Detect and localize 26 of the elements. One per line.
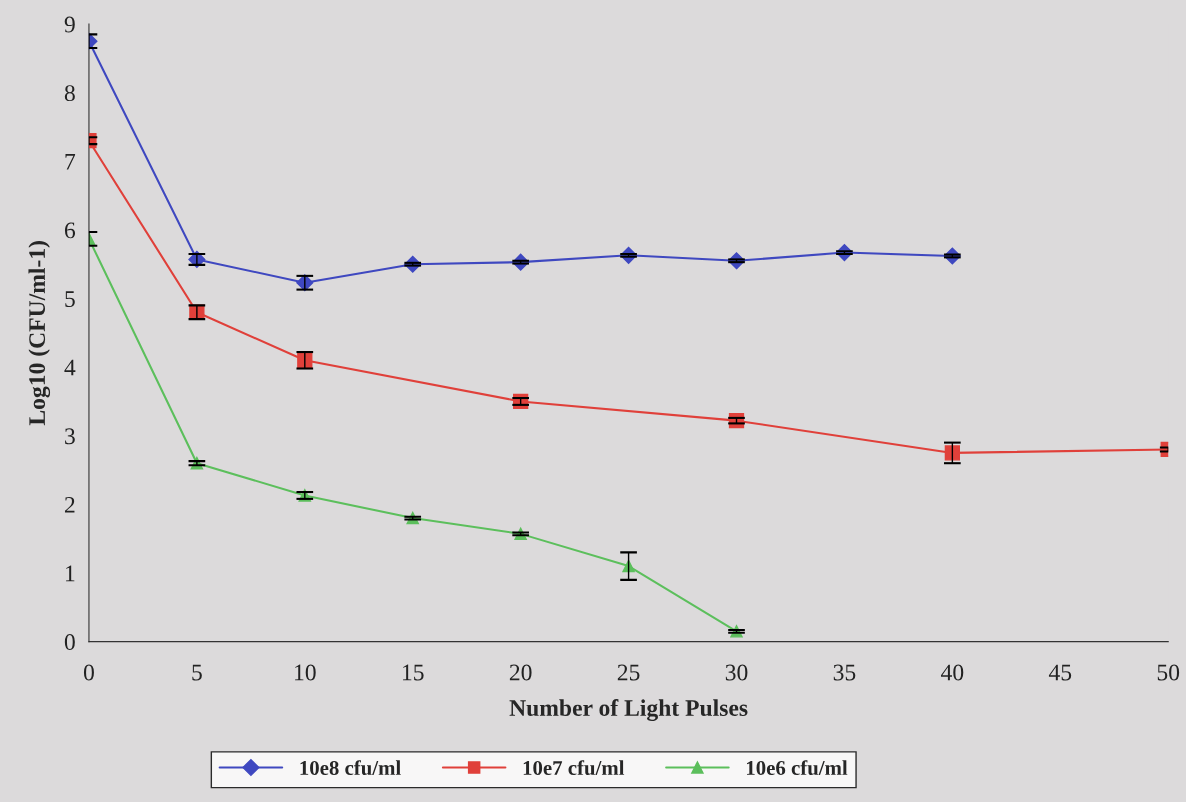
y-tick-label: 1: [66, 565, 75, 582]
x-tick-label: 35: [833, 664, 856, 681]
x-tick-label: 50: [1157, 664, 1180, 681]
x-tick-label: 20: [509, 664, 532, 681]
y-tick-label: 0: [64, 634, 75, 651]
legend-label: 10e7 cfu/ml: [523, 760, 625, 776]
x-tick-label: 25: [617, 664, 640, 681]
legend-label: 10e6 cfu/ml: [746, 760, 848, 776]
x-axis-title: Number of Light Pulses: [509, 699, 748, 721]
y-axis-title: Log10 (CFU/ml-1): [28, 241, 51, 426]
x-tick-label: 0: [83, 664, 94, 681]
y-tick-label: 2: [64, 496, 75, 513]
x-tick-label: 45: [1048, 664, 1072, 681]
y-tick-label: 5: [65, 291, 75, 307]
x-tick-label: 5: [192, 664, 202, 681]
y-tick-label: 7: [65, 154, 76, 170]
y-tick-label: 4: [64, 359, 76, 376]
y-tick-label: 6: [64, 222, 76, 239]
y-tick-label: 9: [64, 16, 75, 33]
x-tick-label: 40: [941, 664, 964, 681]
y-tick-label: 8: [64, 85, 75, 102]
x-tick-label: 10: [295, 664, 316, 681]
y-tick-label: 3: [65, 428, 75, 445]
x-tick-label: 30: [725, 664, 748, 681]
legend-label: 10e8 cfu/ml: [300, 760, 401, 776]
x-tick-label: 15: [403, 664, 424, 681]
